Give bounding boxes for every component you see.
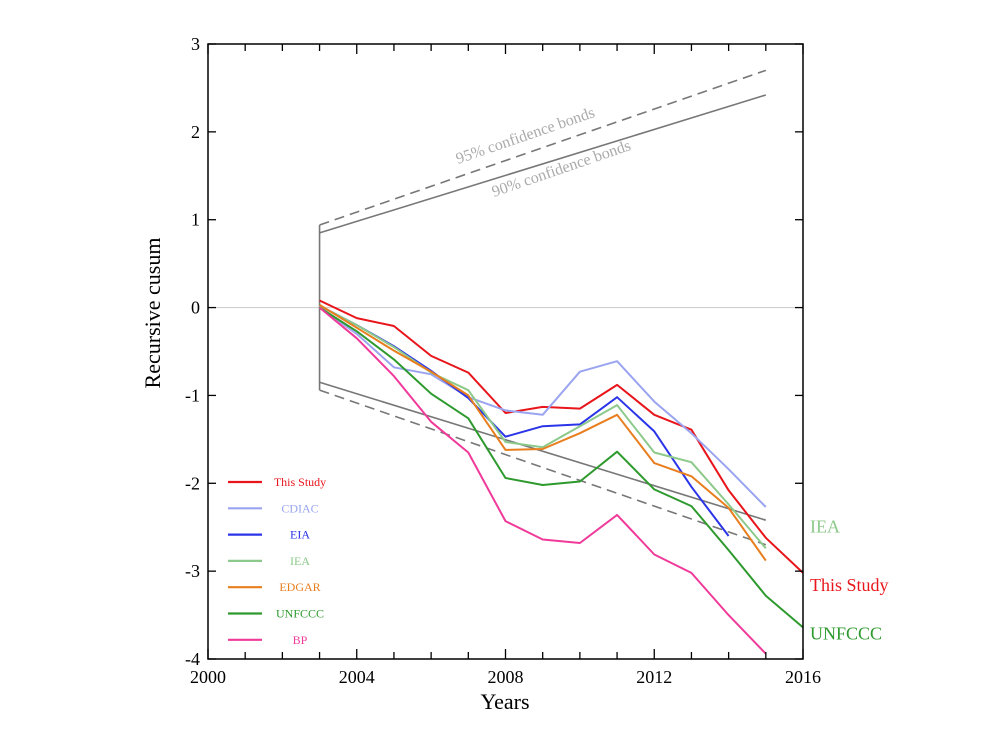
series-bp bbox=[318, 306, 767, 655]
x-axis-title: Years bbox=[480, 689, 529, 714]
legend-label-eia: EIA bbox=[290, 528, 310, 542]
y-tick-label: 1 bbox=[191, 210, 200, 230]
y-tick-label: 2 bbox=[191, 122, 200, 142]
x-tick-label: 2016 bbox=[785, 667, 821, 687]
series-unfccc bbox=[319, 306, 804, 629]
legend-label-edgar: EDGAR bbox=[279, 580, 320, 594]
y-axis-title: Recursive cusum bbox=[140, 238, 165, 389]
end-label-this-study: This Study bbox=[810, 575, 889, 595]
legend-label-cdiac: CDIAC bbox=[281, 501, 318, 515]
series-cdiac bbox=[319, 306, 767, 508]
x-tick-label: 2012 bbox=[636, 667, 672, 687]
y-tick-label: -4 bbox=[185, 649, 200, 669]
band-95-upper bbox=[319, 69, 767, 226]
x-tick-label: 2004 bbox=[339, 667, 375, 687]
series-edgar bbox=[319, 304, 767, 562]
legend-label-unfccc: UNFCCC bbox=[276, 607, 324, 621]
y-tick-label: -2 bbox=[185, 473, 200, 493]
band-95-lower bbox=[319, 389, 767, 546]
series-this-study bbox=[319, 299, 804, 574]
legend-label-iea: IEA bbox=[290, 554, 310, 568]
legend-label-this-study: This Study bbox=[274, 475, 326, 489]
end-label-unfccc: UNFCCC bbox=[810, 623, 882, 643]
y-tick-label: 3 bbox=[191, 34, 200, 54]
y-tick-label: -3 bbox=[185, 561, 200, 581]
legend: This Study CDIAC EIA IEA EDGAR UNFCCC BP bbox=[228, 475, 326, 647]
y-tick-label: 0 bbox=[191, 298, 200, 318]
band-90-upper bbox=[319, 94, 767, 234]
legend-label-bp: BP bbox=[293, 633, 308, 647]
series-iea bbox=[319, 304, 767, 549]
band-90-lower bbox=[319, 381, 767, 521]
x-tick-label: 2008 bbox=[488, 667, 524, 687]
end-label-iea: IEA bbox=[810, 516, 840, 536]
y-tick-label: -1 bbox=[185, 385, 200, 405]
x-tick-label: 2000 bbox=[190, 667, 226, 687]
